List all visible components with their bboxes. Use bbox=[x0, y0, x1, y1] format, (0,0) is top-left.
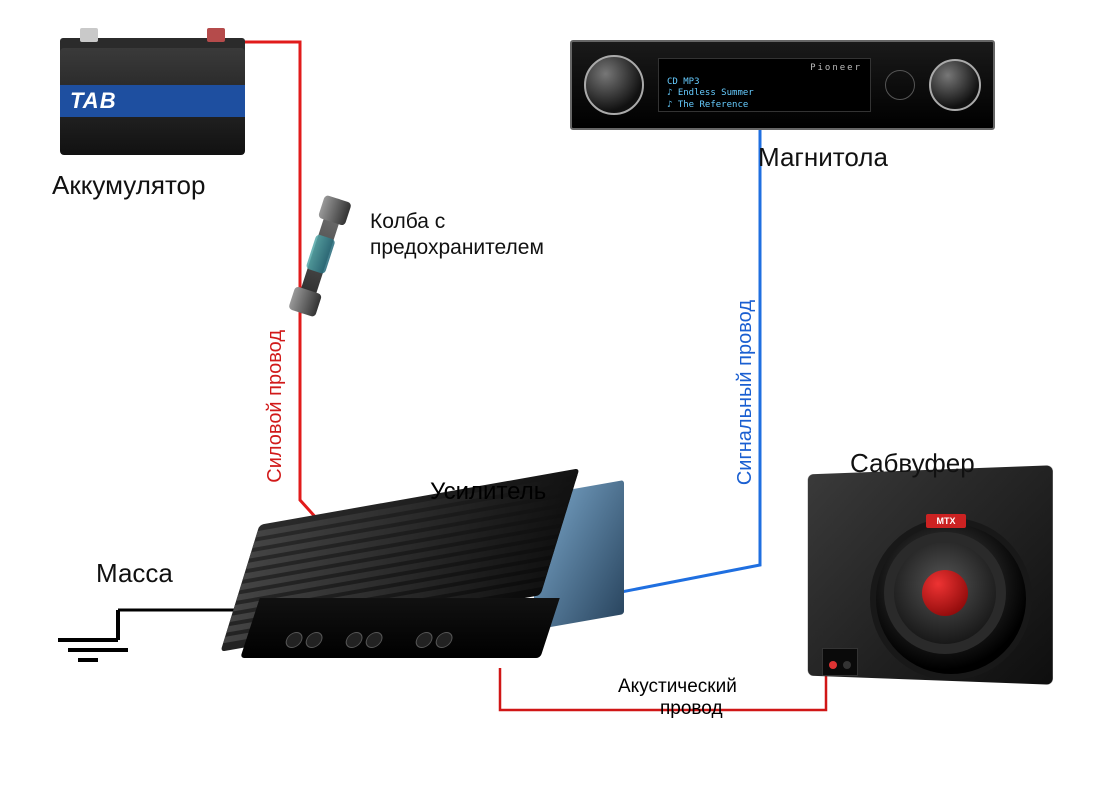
amp-rca-port bbox=[344, 632, 365, 648]
battery-terminal-pos bbox=[207, 28, 225, 42]
label-ground: Масса bbox=[96, 558, 173, 589]
fuse-glass bbox=[306, 234, 336, 274]
sub-terminal-neg bbox=[843, 661, 851, 669]
label-signal-wire: Сигнальный провод bbox=[734, 300, 757, 485]
label-fuse-2: предохранителем bbox=[370, 236, 544, 260]
ground-symbol bbox=[48, 600, 128, 680]
label-headunit: Магнитола bbox=[758, 142, 888, 173]
battery-logo: TAB bbox=[70, 88, 117, 114]
battery-terminal-neg bbox=[80, 28, 98, 42]
head-dial-icon bbox=[885, 70, 915, 100]
label-power-wire: Силовой провод bbox=[264, 330, 287, 483]
head-brand: Pioneer bbox=[667, 63, 862, 75]
sub-badge: MTX bbox=[926, 514, 966, 528]
label-acoustic-2: провод bbox=[660, 698, 723, 720]
label-acoustic-1: Акустический bbox=[618, 676, 737, 698]
head-screen: Pioneer CD MP3 ♪ Endless Summer ♪ The Re… bbox=[658, 58, 871, 112]
amp-rca-port bbox=[304, 632, 325, 648]
label-battery: Аккумулятор bbox=[52, 170, 205, 201]
amp-rca-port bbox=[364, 632, 385, 648]
amp-rca-port bbox=[284, 632, 305, 648]
amplifier bbox=[240, 500, 560, 690]
sub-dustcap bbox=[922, 570, 968, 616]
head-knob-left bbox=[584, 55, 644, 115]
head-unit: Pioneer CD MP3 ♪ Endless Summer ♪ The Re… bbox=[570, 40, 995, 130]
head-line1: CD MP3 bbox=[667, 77, 862, 89]
label-sub: Сабвуфер bbox=[850, 448, 975, 479]
sub-terminal-box bbox=[822, 648, 858, 676]
diagram-stage: TAB Pioneer CD MP3 ♪ Endless Summer ♪ Th… bbox=[0, 0, 1116, 791]
amp-rca-port bbox=[434, 632, 455, 648]
sub-terminal-pos bbox=[829, 661, 837, 669]
amp-rca-port bbox=[414, 632, 435, 648]
label-amp: Усилитель bbox=[430, 478, 546, 506]
battery-band: TAB bbox=[60, 85, 245, 117]
label-fuse-1: Колба с bbox=[370, 210, 445, 234]
amp-front-panel bbox=[240, 598, 559, 658]
head-line2: ♪ Endless Summer bbox=[667, 88, 862, 100]
head-line3: ♪ The Reference bbox=[667, 100, 862, 112]
subwoofer: MTX bbox=[800, 470, 1050, 690]
battery: TAB bbox=[60, 30, 245, 155]
head-knob-right bbox=[929, 59, 981, 111]
